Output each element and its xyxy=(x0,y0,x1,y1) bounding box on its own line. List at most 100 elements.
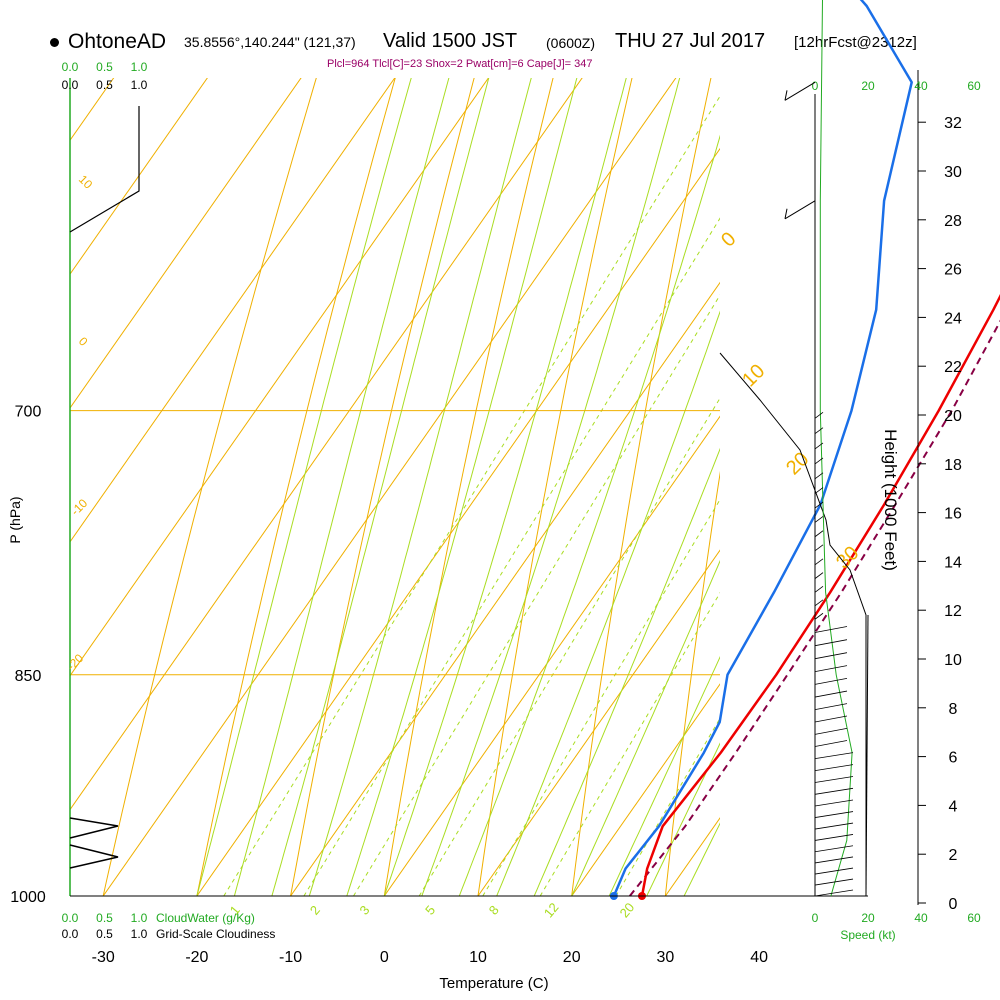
height-tick-label: 14 xyxy=(944,554,962,571)
height-tick-label: 30 xyxy=(944,164,962,181)
moist-adiabat-line xyxy=(608,656,720,896)
isotherm-label: 0 xyxy=(717,228,740,251)
height-tick-label: 10 xyxy=(944,652,962,669)
wind-barb-lowlevel xyxy=(814,787,854,795)
wind-barb-lowlevel xyxy=(814,867,854,875)
sounding-profiles xyxy=(609,0,1000,900)
moist-adiabat-line xyxy=(533,447,720,896)
cloud-cover-tick-top: 0.0 xyxy=(62,78,79,92)
cloud-water-tick-top: 0.5 xyxy=(96,60,113,74)
wind-barb-staff xyxy=(784,81,816,101)
wind-barb-lowlevel xyxy=(814,442,824,450)
wind-barb-lowlevel xyxy=(814,727,848,735)
dry-adiabat-line xyxy=(477,78,633,896)
wind-barb-lowlevel xyxy=(814,822,854,830)
moist-adiabat-line xyxy=(571,559,720,896)
wind-barb-lowlevel xyxy=(814,764,854,772)
height-tick-label: 8 xyxy=(949,701,958,718)
wind-barb-lowlevel xyxy=(814,516,824,523)
axis-labels: 2503004005007008501000P (hPa)-30-20-1001… xyxy=(7,115,962,992)
isotherm-line xyxy=(759,0,1000,896)
dry-adiabat-line xyxy=(383,78,554,896)
temperature-tick-label: 0 xyxy=(380,949,389,966)
wind-barb-lowlevel xyxy=(814,530,824,538)
mixing-ratio-line xyxy=(615,717,720,896)
height-tick-label: 18 xyxy=(944,457,962,474)
wind-barb-lowlevel xyxy=(814,677,848,685)
wind-speed-line xyxy=(819,0,853,897)
moist-adiabat-line xyxy=(346,78,578,896)
wind-barb-lowlevel xyxy=(814,544,824,552)
wind-barb-lowlevel xyxy=(814,703,848,710)
pressure-tick-label: 700 xyxy=(15,404,42,421)
isotherm-line xyxy=(0,0,768,896)
moist-adiabat-line xyxy=(233,78,450,896)
moist-adiabat-line xyxy=(496,310,720,896)
height-axis-label: Height (1000 Feet) xyxy=(881,429,900,571)
cloud-water-label: CloudWater (g/Kg) xyxy=(156,911,255,925)
background-grid xyxy=(0,0,1000,897)
mixing-ratio-line xyxy=(418,397,720,896)
moist-adiabat-line xyxy=(759,0,1000,896)
temperature-tick-label: 30 xyxy=(657,949,675,966)
wind-speed-tick-bottom: 0 xyxy=(812,911,819,925)
height-tick-label: 2 xyxy=(949,847,958,864)
pressure-tick-label: 1000 xyxy=(10,889,46,906)
wind-barb-half xyxy=(784,90,788,101)
wind-barb-lowlevel xyxy=(814,799,854,807)
mixing-ratio-line xyxy=(539,591,720,896)
height-tick-label: 22 xyxy=(944,359,962,376)
wind-barb-lowlevel xyxy=(814,639,848,647)
isotherm-label: 10 xyxy=(738,360,769,391)
isotherm-label-mid: 0 xyxy=(76,334,91,349)
stability-indices: Plcl=964 Tlcl[C]=23 Shox=2 Pwat[cm]=6 Ca… xyxy=(327,58,593,70)
temperature-tick-label: -20 xyxy=(185,949,208,966)
cloud-water-profile-upper xyxy=(69,817,119,839)
isotherm-line xyxy=(853,0,1000,896)
isotherm-line xyxy=(383,415,720,896)
wind-barb-lowlevel xyxy=(814,811,854,818)
cloud-water-profile-lower xyxy=(69,844,119,869)
isotherm-line xyxy=(196,147,720,896)
isotherm-line xyxy=(70,78,583,811)
bullet-dot-icon xyxy=(50,38,59,47)
wind-panel-right xyxy=(865,614,869,897)
mixing-ratio-label: 8 xyxy=(486,903,502,918)
wind-speed-tick-top: 60 xyxy=(967,79,981,93)
wind-barb-lowlevel xyxy=(814,612,824,620)
wind-barb-lowlevel xyxy=(814,715,848,723)
cloud-water-tick-bottom: 0.5 xyxy=(96,911,113,925)
wind-barb xyxy=(784,81,816,101)
cloud-cover-tick-bottom: 0.5 xyxy=(96,927,113,941)
wind-barb-lowlevel xyxy=(814,834,854,841)
moist-adiabat-line xyxy=(383,78,627,896)
isotherm-line xyxy=(70,78,208,276)
cloud-cover-tick-bottom: 1.0 xyxy=(131,927,148,941)
mixing-ratio-line xyxy=(353,294,720,896)
temperature-tick-label: 40 xyxy=(750,949,768,966)
wind-barb-lowlevel xyxy=(814,585,824,593)
height-tick-label: 26 xyxy=(944,262,962,279)
wind-barb-lowlevel xyxy=(814,412,824,419)
wind-barb-lowlevel xyxy=(814,878,854,886)
pressure-tick-label: 850 xyxy=(15,668,42,685)
temperature-tick-label: 20 xyxy=(563,949,581,966)
wind-barb-half xyxy=(784,208,788,219)
moist-adiabat-line xyxy=(722,0,1000,896)
dry-adiabat-line xyxy=(102,78,317,896)
height-tick-label: 24 xyxy=(944,310,962,327)
cloud-cover-label: Grid-Scale Cloudiness xyxy=(156,927,275,941)
wind-barb-lowlevel xyxy=(814,665,848,672)
cloud-water-tick-bottom: 0.0 xyxy=(62,911,79,925)
isotherm-line xyxy=(290,281,720,896)
temperature-tick-label: -10 xyxy=(279,949,302,966)
wind-panel-boundary xyxy=(719,352,867,896)
cloud-panel: 0.0 0.0 0.5 0.5 1.0 1.0 0.0 0.0 0.5 0.5 1.0 1.0 Clou… xyxy=(62,60,276,941)
wind-barb-lowlevel xyxy=(814,472,824,480)
wind-barb-lowlevel xyxy=(814,457,824,465)
wind-barb-lowlevel xyxy=(814,626,848,633)
isotherm-line xyxy=(70,78,302,409)
wind-barb-lowlevel xyxy=(814,427,824,435)
dry-adiabat-line xyxy=(664,470,720,896)
